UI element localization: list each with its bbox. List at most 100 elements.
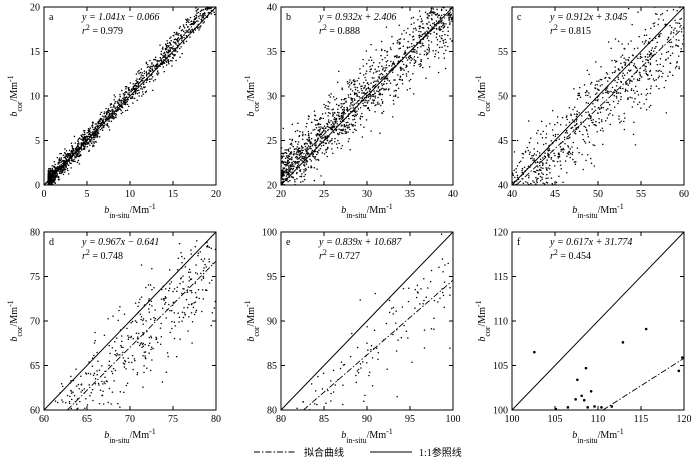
data-point (407, 46, 409, 48)
y-tick-label: 35 (267, 47, 277, 58)
data-point (182, 281, 184, 283)
data-point (630, 89, 633, 91)
data-point (661, 12, 664, 15)
data-point (344, 125, 347, 128)
data-point (103, 111, 106, 113)
data-point (287, 155, 289, 157)
data-point (307, 130, 310, 133)
data-point (134, 302, 137, 304)
y-axis-label: bcor/Mm-1 (474, 300, 492, 341)
data-point (81, 133, 84, 136)
data-point (148, 308, 150, 310)
data-point (292, 153, 295, 155)
data-point (117, 319, 119, 322)
data-point (360, 85, 362, 88)
data-point (142, 342, 145, 345)
data-point (632, 133, 635, 136)
x-tick-label: 105 (548, 414, 563, 425)
data-point (425, 77, 427, 79)
data-point (321, 127, 324, 129)
data-point (370, 344, 373, 347)
reference-line-1-1 (44, 7, 216, 185)
data-point (210, 247, 213, 249)
data-point (87, 143, 89, 145)
data-point (53, 161, 56, 163)
data-point (169, 55, 171, 58)
data-point (48, 186, 50, 188)
data-point (611, 59, 613, 62)
data-point (213, 13, 216, 16)
data-point (133, 85, 136, 87)
data-point (326, 107, 328, 110)
data-point (412, 16, 415, 19)
data-point (436, 39, 439, 41)
data-point (53, 181, 55, 183)
data-point (121, 89, 123, 92)
data-point (397, 96, 399, 99)
data-point (370, 59, 373, 61)
data-point (422, 303, 424, 305)
data-point (627, 43, 630, 45)
data-point (94, 331, 96, 334)
data-point (140, 76, 142, 78)
data-point (669, 45, 672, 48)
data-point (514, 176, 516, 179)
data-point (426, 37, 429, 39)
data-point (389, 47, 392, 49)
data-point (404, 50, 406, 52)
data-point (66, 156, 69, 159)
data-point (405, 64, 408, 67)
data-point (649, 69, 652, 72)
data-point (428, 15, 430, 17)
data-point (589, 390, 593, 393)
data-point (535, 176, 537, 179)
data-point (546, 169, 548, 171)
data-point (202, 22, 204, 24)
data-point (413, 22, 415, 24)
data-point (296, 146, 298, 148)
data-point (650, 53, 652, 56)
data-point (200, 258, 203, 261)
data-point (448, 19, 450, 21)
data-point (427, 35, 429, 37)
data-point (127, 99, 129, 101)
data-point (381, 83, 383, 85)
data-point (580, 121, 582, 123)
data-point (439, 16, 442, 19)
data-point (321, 113, 324, 115)
data-point (385, 61, 387, 63)
data-point (118, 108, 121, 110)
data-point (114, 349, 117, 352)
data-point (624, 88, 627, 90)
data-point (546, 182, 549, 184)
data-point (560, 150, 562, 152)
data-point (97, 125, 100, 127)
data-point (377, 85, 380, 88)
data-point (435, 36, 438, 39)
data-point (358, 91, 360, 94)
data-point (396, 56, 398, 59)
data-point (447, 262, 449, 265)
data-point (399, 42, 401, 44)
data-point (78, 388, 80, 390)
data-point (89, 144, 91, 146)
data-point (615, 85, 618, 87)
data-point (675, 44, 677, 46)
data-point (650, 85, 652, 87)
data-point (380, 40, 383, 43)
data-point (382, 67, 384, 69)
data-point (384, 69, 387, 71)
data-point (665, 112, 668, 114)
data-point (332, 113, 334, 116)
data-point (349, 128, 351, 131)
data-point (69, 395, 71, 398)
data-point (565, 116, 568, 118)
data-point (301, 155, 304, 158)
data-point (330, 139, 333, 142)
data-point (201, 310, 203, 313)
data-point (109, 104, 112, 106)
data-point (536, 142, 539, 144)
data-point (611, 114, 614, 116)
data-point (121, 340, 123, 343)
data-point (157, 74, 159, 76)
